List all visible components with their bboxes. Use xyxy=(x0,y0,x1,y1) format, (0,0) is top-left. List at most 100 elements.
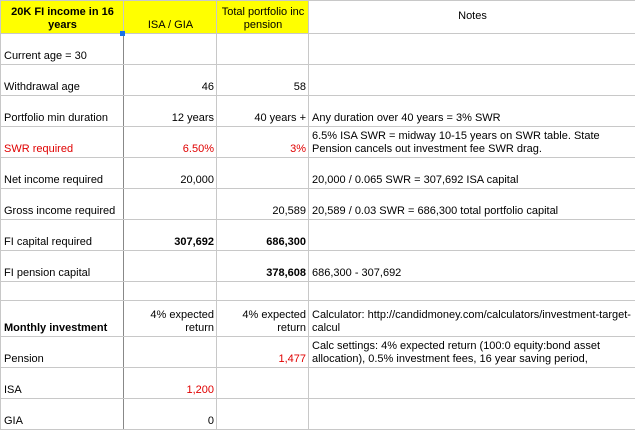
cell-text: 4% expected return xyxy=(242,309,306,334)
cell[interactable]: Gross income required xyxy=(0,188,124,220)
cell[interactable]: 378,608 xyxy=(216,250,309,282)
cell-text: Net income required xyxy=(4,174,104,186)
cell[interactable]: ISA xyxy=(0,367,124,399)
cell-text: FI capital required xyxy=(4,236,93,248)
header-cell[interactable]: ISA / GIA xyxy=(123,0,217,34)
header-cell[interactable]: Total portfolio inc pension xyxy=(216,0,309,34)
cell[interactable]: 20,000 xyxy=(123,157,217,189)
cell[interactable]: SWR required xyxy=(0,126,124,158)
cell-text: 20,589 xyxy=(272,205,306,217)
sheet-row xyxy=(0,281,635,301)
cell[interactable]: 1,477 xyxy=(216,336,309,368)
cell[interactable]: 58 xyxy=(216,64,309,96)
cell[interactable]: Calc settings: 4% expected return (100:0… xyxy=(308,336,635,368)
cell-text: Monthly investment xyxy=(4,322,108,334)
header-cell[interactable]: 20K FI income in 16 years xyxy=(0,0,124,34)
cell[interactable] xyxy=(308,398,635,430)
cell-text: SWR required xyxy=(4,143,74,155)
cell[interactable]: 686,300 xyxy=(216,219,309,251)
cell[interactable]: Net income required xyxy=(0,157,124,189)
cell[interactable]: 686,300 - 307,692 xyxy=(308,250,635,282)
cell-text: 686,300 xyxy=(266,236,306,248)
cell[interactable]: 3% xyxy=(216,126,309,158)
cell[interactable]: Calculator: http://candidmoney.com/calcu… xyxy=(308,300,635,337)
cell[interactable]: Monthly investment xyxy=(0,300,124,337)
sheet-row: Monthly investment 4% expected return 4% e… xyxy=(0,300,635,337)
cell[interactable] xyxy=(308,64,635,96)
cell[interactable]: 0 xyxy=(123,398,217,430)
cell[interactable]: 4% expected return xyxy=(123,300,217,337)
cell-text: 58 xyxy=(293,81,306,93)
cell[interactable] xyxy=(123,336,217,368)
cell[interactable] xyxy=(216,367,309,399)
header-cell[interactable]: Notes xyxy=(308,0,635,34)
cell[interactable] xyxy=(308,367,635,399)
sheet-row: Net income required 20,000 20,000 / 0.065 … xyxy=(0,157,635,189)
cell[interactable] xyxy=(216,33,309,65)
cell[interactable] xyxy=(216,281,309,301)
cell[interactable] xyxy=(123,188,217,220)
sheet-row: Gross income required 20,589 20,589 / 0.03… xyxy=(0,188,635,220)
cell[interactable] xyxy=(123,250,217,282)
cell[interactable]: GIA xyxy=(0,398,124,430)
sheet-row: Withdrawal age 46 58 xyxy=(0,64,635,96)
sheet-row: FI pension capital 378,608 686,300 - 307,6… xyxy=(0,250,635,282)
cell[interactable] xyxy=(308,33,635,65)
cell-text: 1,477 xyxy=(278,353,306,365)
cell-text: 20,589 / 0.03 SWR = 686,300 total portfo… xyxy=(312,205,559,217)
sheet-row: GIA 0 xyxy=(0,398,635,430)
sheet-row: FI capital required 307,692 686,300 xyxy=(0,219,635,251)
cell[interactable]: Current age = 30 xyxy=(0,33,124,65)
cell-text: 3% xyxy=(290,143,306,155)
cell-text: 378,608 xyxy=(266,267,306,279)
cell[interactable]: 6.5% ISA SWR = midway 10-15 years on SWR… xyxy=(308,126,635,158)
cell[interactable]: 307,692 xyxy=(123,219,217,251)
cell-text: Withdrawal age xyxy=(4,81,80,93)
cell[interactable]: FI capital required xyxy=(0,219,124,251)
cell[interactable]: 6.50% xyxy=(123,126,217,158)
cell[interactable]: 1,200 xyxy=(123,367,217,399)
sheet-row: Portfolio min duration 12 years 40 years +… xyxy=(0,95,635,127)
cell-text: 20,000 / 0.065 SWR = 307,692 ISA capital xyxy=(312,174,519,186)
cell[interactable] xyxy=(123,33,217,65)
cell[interactable]: Any duration over 40 years = 3% SWR xyxy=(308,95,635,127)
cell[interactable]: Withdrawal age xyxy=(0,64,124,96)
cell[interactable] xyxy=(308,281,635,301)
cell-text: Any duration over 40 years = 3% SWR xyxy=(312,112,501,124)
cell[interactable]: 40 years + xyxy=(216,95,309,127)
cell[interactable] xyxy=(216,157,309,189)
cell[interactable]: 12 years xyxy=(123,95,217,127)
cell-text: Pension xyxy=(4,353,44,365)
cell-text: Calc settings: 4% expected return (100:0… xyxy=(312,340,601,365)
cell-text: 686,300 - 307,692 xyxy=(312,267,402,279)
cell[interactable] xyxy=(0,281,124,301)
cell-text: ISA xyxy=(4,384,22,396)
cell[interactable] xyxy=(123,281,217,301)
cell-text: 6.5% ISA SWR = midway 10-15 years on SWR… xyxy=(312,130,600,155)
cell-text: GIA xyxy=(4,415,23,427)
cell[interactable] xyxy=(308,219,635,251)
cell-text: 1,200 xyxy=(186,384,214,396)
cell[interactable]: Pension xyxy=(0,336,124,368)
sheet-row: ISA 1,200 xyxy=(0,367,635,399)
cell-text: 307,692 xyxy=(174,236,214,248)
cell[interactable]: 20,000 / 0.065 SWR = 307,692 ISA capital xyxy=(308,157,635,189)
cell[interactable]: 4% expected return xyxy=(216,300,309,337)
cell-text: 4% expected return xyxy=(150,309,214,334)
cell-text: Current age = 30 xyxy=(4,50,87,62)
cell[interactable]: Portfolio min duration xyxy=(0,95,124,127)
cell[interactable]: 46 xyxy=(123,64,217,96)
cell-text: 12 years xyxy=(171,112,214,124)
cell-text: 0 xyxy=(207,415,214,427)
cell[interactable]: FI pension capital xyxy=(0,250,124,282)
cell-text: 6.50% xyxy=(182,143,214,155)
cell-text: Portfolio min duration xyxy=(4,112,108,124)
cell[interactable]: 20,589 xyxy=(216,188,309,220)
cell-text: FI pension capital xyxy=(4,267,91,279)
cell[interactable] xyxy=(216,398,309,430)
selection-handle xyxy=(120,31,125,36)
cell[interactable]: 20,589 / 0.03 SWR = 686,300 total portfo… xyxy=(308,188,635,220)
